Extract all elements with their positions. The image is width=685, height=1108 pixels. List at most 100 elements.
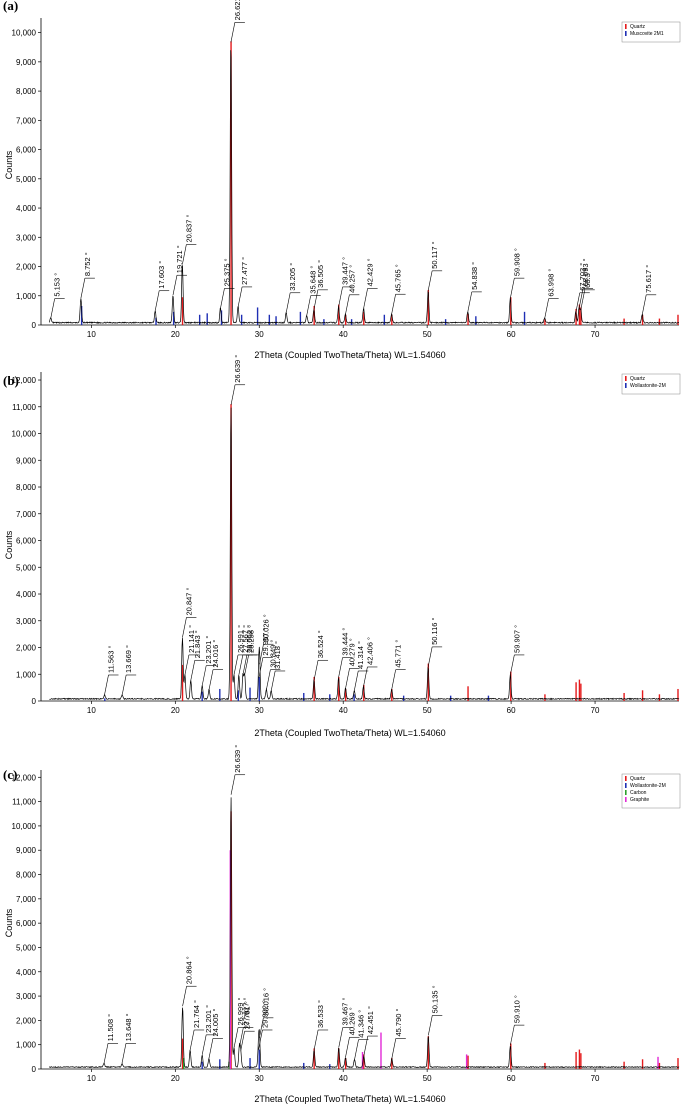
peak-label: 45.790 ° — [394, 1008, 403, 1036]
y-tick-label: 11,000 — [12, 798, 36, 807]
peak-leader-line — [201, 665, 207, 686]
peak-leader-line — [233, 1027, 239, 1048]
legend-swatch — [625, 790, 627, 795]
peak-label: 42.406 ° — [365, 637, 374, 665]
peak-leader-line — [391, 1038, 397, 1059]
legend-box — [621, 373, 681, 395]
peak-leader-line — [230, 22, 236, 43]
peak-leader-line — [80, 278, 86, 299]
peak-leader-line — [427, 646, 433, 667]
peak-label: 30.016 ° — [261, 988, 270, 1016]
peak-label: 41.314 ° — [356, 641, 365, 669]
peak-leader-line — [190, 660, 196, 681]
peak-leader-line — [391, 294, 396, 315]
legend-entry: Quartz — [630, 24, 646, 30]
legend-entry: Graphite — [630, 797, 649, 803]
y-tick-label: 8,000 — [16, 483, 37, 492]
peak-leader-line — [338, 1027, 344, 1048]
peak-leader-line — [391, 669, 396, 690]
legend-swatch — [625, 776, 627, 781]
peak-label: 59.910 ° — [512, 995, 521, 1023]
peak-leader-line — [306, 295, 311, 316]
y-tick-label: 12,000 — [12, 773, 37, 782]
y-tick-label: 1,000 — [16, 670, 37, 679]
peak-label: 13.669 ° — [124, 645, 133, 673]
peak-label: 35.648 ° — [309, 266, 318, 294]
peak-label: 17.603 ° — [157, 261, 166, 289]
peak-label: 27.567 ° — [241, 625, 250, 653]
peak-leader-line — [259, 644, 264, 665]
y-tick-label: 9,000 — [16, 846, 37, 855]
peak-leader-line — [353, 670, 359, 692]
peak-label: 40.269 ° — [347, 1007, 356, 1035]
y-tick-label: 9,000 — [16, 456, 37, 465]
peak-leader-line — [544, 298, 549, 319]
peak-label: 21.764 ° — [192, 1000, 201, 1028]
peak-label: 50.117 ° — [430, 241, 439, 268]
y-tick-label: 4,000 — [16, 204, 37, 213]
peak-label: 27.477 ° — [240, 257, 249, 285]
xrd-panel-a: (a) 0 1,000 2,000 3,000 4,000 5,000 6,000 7,000 8… — [3, 0, 681, 360]
y-tick-label: 2,000 — [16, 263, 37, 272]
peak-label: 28.052 ° — [245, 625, 254, 653]
x-tick-label: 30 — [255, 706, 264, 715]
legend-swatch — [625, 24, 627, 29]
peak-label: 26.621 ° — [233, 0, 242, 20]
peak-label: 54.838 ° — [470, 262, 479, 290]
legend-entry: Carbon — [630, 790, 647, 796]
peak-leader-line — [510, 1025, 515, 1046]
peak-label: 39.447 ° — [341, 257, 350, 285]
x-tick-label: 20 — [171, 1074, 180, 1083]
diffractogram-trace — [49, 50, 679, 325]
peak-label: 26.639 ° — [233, 745, 242, 773]
x-tick-label: 60 — [507, 706, 516, 715]
peak-leader-line — [208, 669, 214, 690]
x-axis-title: 2Theta (Coupled TwoTheta/Theta) WL=1.540… — [254, 1094, 445, 1104]
y-tick-label: 5,000 — [16, 563, 37, 572]
peak-leader-line — [641, 294, 647, 315]
peak-label: 39.467 ° — [341, 998, 350, 1026]
x-tick-label: 20 — [171, 330, 180, 339]
x-tick-label: 50 — [423, 330, 432, 339]
y-tick-label: 0 — [32, 321, 37, 330]
peak-label: 29.902 ° — [260, 1000, 269, 1028]
peak-label: 59.907 ° — [512, 625, 521, 653]
panel-label: (c) — [3, 767, 17, 782]
peak-leader-line — [363, 288, 368, 309]
peak-label: 24.016 ° — [211, 640, 220, 668]
x-tick-label: 50 — [423, 1074, 432, 1083]
diffractogram-trace — [49, 797, 680, 1069]
peak-label: 11.563 ° — [106, 646, 115, 673]
peak-leader-line — [266, 669, 271, 690]
peak-label: 42.451 ° — [366, 1006, 375, 1034]
legend-swatch — [625, 376, 627, 381]
peak-leader-line — [427, 1015, 433, 1036]
peak-leader-line — [510, 654, 515, 675]
xrd-panel-c: (c) 0 1,000 2,000 3,000 4,000 5,000 6,000 7,000 8… — [3, 745, 681, 1104]
peak-leader-line — [230, 774, 236, 795]
peak-label: 25.375 ° — [222, 258, 231, 286]
peak-leader-line — [313, 289, 319, 310]
peak-leader-line — [345, 1037, 350, 1058]
peak-label: 68.093 ° — [581, 258, 590, 286]
peak-label: 42.429 ° — [366, 258, 375, 286]
peak-leader-line — [182, 986, 187, 1007]
x-tick-label: 10 — [87, 330, 96, 339]
y-tick-label: 5,000 — [16, 175, 37, 184]
peak-leader-line — [259, 1017, 264, 1038]
peak-leader-line — [258, 657, 264, 678]
peak-label: 23.201 ° — [204, 636, 213, 664]
peak-label: 31.418 ° — [273, 641, 282, 669]
peak-label: 30.026 ° — [261, 614, 270, 642]
peak-leader-line — [427, 270, 433, 291]
y-tick-label: 8,000 — [16, 871, 37, 880]
peak-leader-line — [338, 657, 343, 678]
x-tick-label: 30 — [255, 1074, 264, 1083]
y-tick-label: 1,000 — [16, 1041, 37, 1050]
peak-leader-line — [182, 244, 187, 265]
peak-label: 20.864 ° — [185, 956, 194, 984]
peak-leader-line — [184, 654, 190, 675]
peak-label: 11.508 ° — [106, 1014, 115, 1041]
x-tick-label: 10 — [87, 706, 96, 715]
